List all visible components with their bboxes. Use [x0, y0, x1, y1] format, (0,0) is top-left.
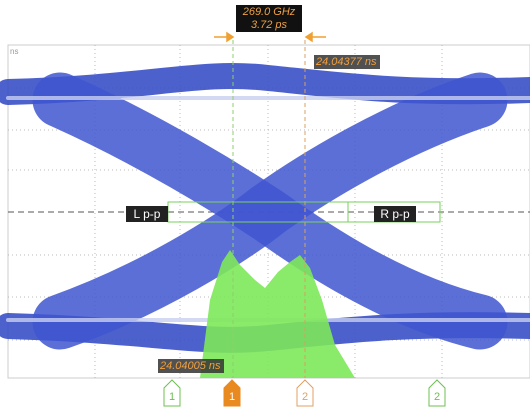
span-arrows	[214, 31, 326, 43]
upper-time: 24.04377 ns	[315, 56, 377, 68]
period: 3.72 ps	[251, 19, 288, 31]
marker	[163, 379, 181, 407]
marker	[428, 379, 446, 407]
marker-label: 1	[169, 391, 175, 403]
axis-unit: ns	[10, 47, 18, 56]
marker	[223, 379, 241, 407]
frequency: 269.0 GHz	[242, 6, 296, 18]
lower-time: 24.04005 ns	[159, 360, 221, 372]
time-box	[158, 359, 224, 373]
label-box	[374, 206, 416, 222]
right-label: R p-p	[380, 207, 410, 221]
left-label: L p-p	[134, 207, 161, 221]
label-box	[126, 206, 168, 222]
marker-label: 2	[434, 391, 440, 403]
markers: 1 1 2 2	[163, 379, 446, 407]
time-box	[314, 55, 380, 69]
marker-label: 2	[302, 391, 308, 403]
readout-box	[236, 5, 302, 32]
histogram	[200, 250, 355, 378]
marker-label: 1	[229, 391, 235, 403]
eye-diagram	[0, 62, 530, 353]
marker	[296, 379, 314, 407]
